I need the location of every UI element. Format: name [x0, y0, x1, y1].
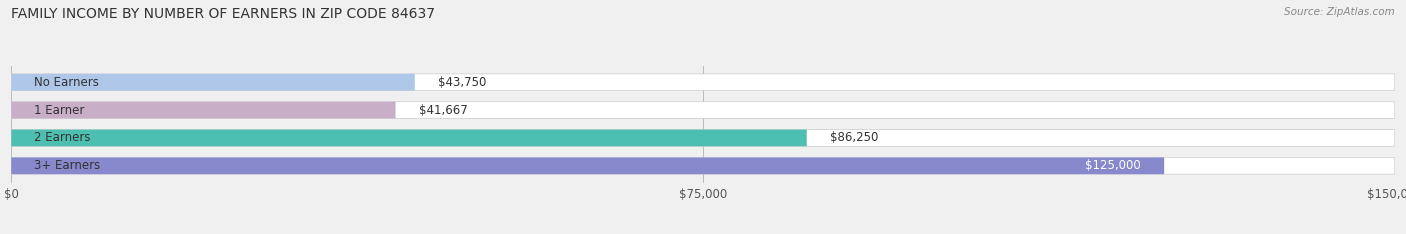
FancyBboxPatch shape [11, 74, 1395, 91]
Text: 3+ Earners: 3+ Earners [34, 159, 101, 172]
FancyBboxPatch shape [11, 102, 1395, 118]
FancyBboxPatch shape [11, 130, 1395, 146]
FancyBboxPatch shape [11, 157, 1164, 174]
Text: No Earners: No Earners [34, 76, 100, 89]
Text: Source: ZipAtlas.com: Source: ZipAtlas.com [1284, 7, 1395, 17]
Text: 2 Earners: 2 Earners [34, 132, 91, 144]
FancyBboxPatch shape [11, 74, 415, 91]
Text: $125,000: $125,000 [1085, 159, 1142, 172]
FancyBboxPatch shape [11, 102, 395, 118]
Text: FAMILY INCOME BY NUMBER OF EARNERS IN ZIP CODE 84637: FAMILY INCOME BY NUMBER OF EARNERS IN ZI… [11, 7, 436, 21]
Text: $41,667: $41,667 [419, 104, 467, 117]
FancyBboxPatch shape [11, 157, 1395, 174]
Text: 1 Earner: 1 Earner [34, 104, 84, 117]
FancyBboxPatch shape [11, 130, 807, 146]
Text: $43,750: $43,750 [437, 76, 486, 89]
Text: $86,250: $86,250 [830, 132, 879, 144]
